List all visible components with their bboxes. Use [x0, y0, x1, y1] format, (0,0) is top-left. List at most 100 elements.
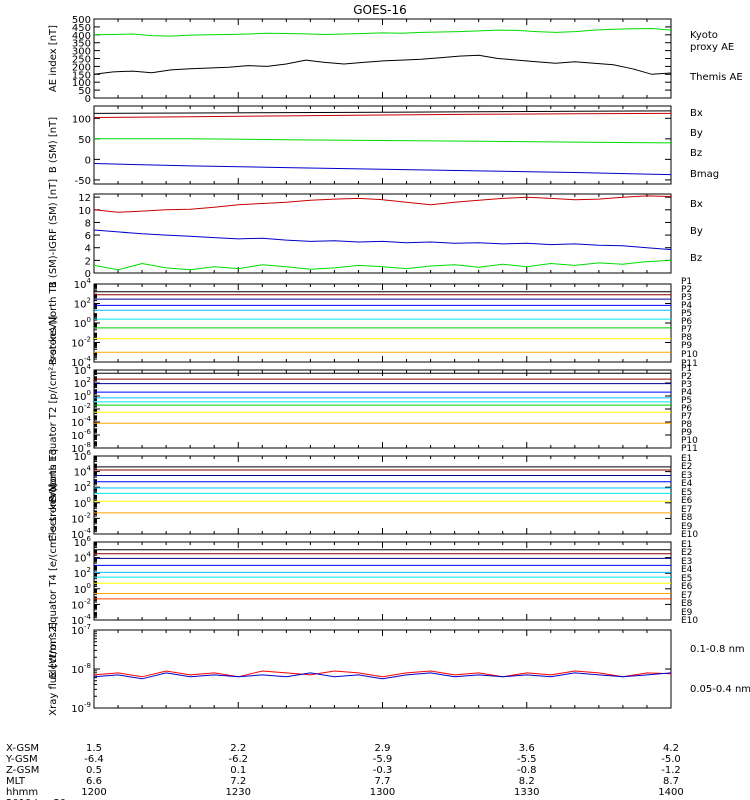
y-tick-label: 102: [74, 376, 91, 390]
legend-entry: 0.05-0.4 nm: [690, 684, 750, 695]
x-axis-value: 1330: [514, 787, 539, 798]
y-tick-label: 10-9: [71, 701, 91, 715]
panel-frame: [93, 193, 672, 274]
y-tick-label: 500: [72, 15, 91, 26]
legend-entry: P6: [681, 317, 692, 327]
y-tick-label: 104: [74, 465, 92, 479]
legend-entry: E9: [681, 522, 693, 532]
legend-entry: E3: [681, 557, 692, 567]
x-axis-value: 1.5: [86, 743, 102, 754]
series-group: [94, 549, 671, 600]
x-axis-value: -5.5: [517, 754, 537, 765]
series-line-By: [94, 138, 671, 144]
x-axis-row-Y-GSM: Y-GSM -6.4 -6.2 -5.9 -5.5 -5.0: [5, 754, 681, 765]
legend-entry: E7: [681, 591, 692, 601]
series-line-Bz: [94, 112, 671, 118]
y-tick-label: 104: [74, 363, 92, 377]
x-axis-value: -0.8: [517, 765, 537, 776]
y-tick-label: 10-6: [71, 428, 91, 442]
legend-entry: P10: [681, 436, 698, 446]
legend-entry: E6: [681, 582, 693, 592]
panel-xray: 10-9 10-8 10-7 Xray flux [W/m^2] 0.1-0.8 nm 0…: [48, 622, 750, 716]
y-tick-label: -50: [75, 176, 91, 187]
legend-entry: Bz: [690, 253, 702, 264]
panel-frame: [93, 629, 672, 709]
series-line-Kyoto proxy AE: [94, 27, 671, 37]
legend-entry: P5: [681, 309, 692, 319]
series-group: [94, 466, 671, 514]
legend-entry: E7: [681, 505, 692, 515]
x-axis-value: 3.6: [519, 743, 535, 754]
series-line-Bx: [94, 163, 671, 176]
panel-frame: [93, 369, 672, 449]
series-group: [94, 110, 671, 176]
x-axis-value: 6.6: [86, 776, 102, 787]
legend-entry: P9: [681, 341, 692, 351]
legend-entry: P2: [681, 372, 692, 382]
panel-bsm: -50 0 50 100 B (SM) [nT] Bx By Bz Bmag: [48, 105, 719, 187]
series-line-0.1-0.8 nm: [94, 670, 671, 678]
x-axis-row-label: MLT: [6, 776, 26, 787]
y-tick-label: 50: [78, 135, 91, 146]
x-axis-row-hhmm: hhmm 1200 1230 1300 1330 1400: [6, 787, 684, 798]
legend-entry: E1: [681, 454, 692, 464]
legend-entry: E3: [681, 471, 692, 481]
legend-entry: 0.1-0.8 nm: [690, 644, 745, 655]
legend-entry: E8: [681, 513, 693, 523]
y-tick-label: 200: [72, 62, 91, 73]
legend-entry: E10: [681, 530, 698, 540]
legend-entry: Bx: [690, 108, 703, 119]
x-axis-row-X-GSM: X-GSM 1.5 2.2 2.9 3.6 4.2: [6, 743, 679, 754]
legend-entry: E5: [681, 488, 692, 498]
legend-entry: E4: [681, 565, 693, 575]
y-tick-label: 50: [78, 86, 91, 97]
x-axis-value: 1230: [226, 787, 251, 798]
legend-entry: Kyoto: [690, 30, 718, 41]
legend-entry: P10: [681, 350, 698, 360]
y-tick-label: 102: [74, 566, 91, 580]
x-axis-value: 1300: [370, 787, 395, 798]
x-axis-value: -5.9: [373, 754, 393, 765]
legend-entry: proxy AE: [690, 42, 734, 53]
y-tick-label: 100: [72, 78, 91, 89]
y-tick-label: 10-2: [71, 597, 91, 611]
plot-title: GOES-16: [353, 3, 407, 17]
y-tick-label: 0: [85, 155, 91, 166]
x-axis-value: -0.3: [373, 765, 393, 776]
legend-entry: E5: [681, 574, 692, 584]
x-axis-row-label: Y-GSM: [5, 754, 38, 765]
y-tick-label: 0: [85, 269, 91, 280]
x-axis-row-label: X-GSM: [6, 743, 39, 754]
y-tick-label: 10-2: [71, 336, 91, 350]
x-axis-value: 1200: [81, 787, 106, 798]
y-tick-label: 100: [74, 316, 91, 330]
x-axis-row-MLT: MLT 6.6 7.2 7.7 8.2 8.7: [6, 776, 679, 787]
legend-entry: E10: [681, 616, 698, 626]
x-axis-value: 2.9: [375, 743, 391, 754]
legend-entry: P9: [681, 428, 692, 438]
legend-entry: By: [690, 128, 703, 139]
x-axis-value: -5.0: [661, 754, 681, 765]
x-axis-value: 0.5: [86, 765, 102, 776]
y-tick-label: 100: [74, 582, 91, 596]
legend-entry: E8: [681, 599, 693, 609]
x-axis-row-Z-GSM: Z-GSM 0.5 0.1 -0.3 -0.8 -1.2: [6, 765, 681, 776]
x-axis-value: -6.2: [228, 754, 248, 765]
x-axis-value: 7.7: [375, 776, 391, 787]
y-axis-label: Electrons Equator T4 [e/(cm²-s-sr-keV)]: [48, 483, 59, 678]
legend-entry: P4: [681, 388, 692, 398]
panel-frame: [93, 455, 672, 535]
y-tick-label: 400: [72, 31, 91, 42]
legend-entry: Bx: [690, 199, 703, 210]
y-tick-label: 100: [74, 389, 91, 403]
series-line-Themis AE: [94, 54, 671, 75]
legend-entry: Themis AE: [689, 72, 743, 83]
legend-entry: E9: [681, 608, 693, 618]
x-axis-value: -1.2: [661, 765, 681, 776]
y-tick-label: 250: [72, 55, 91, 66]
y-tick-label: 104: [74, 277, 92, 291]
legend-entry: P3: [681, 380, 692, 390]
legend-entry: P11: [681, 359, 698, 369]
